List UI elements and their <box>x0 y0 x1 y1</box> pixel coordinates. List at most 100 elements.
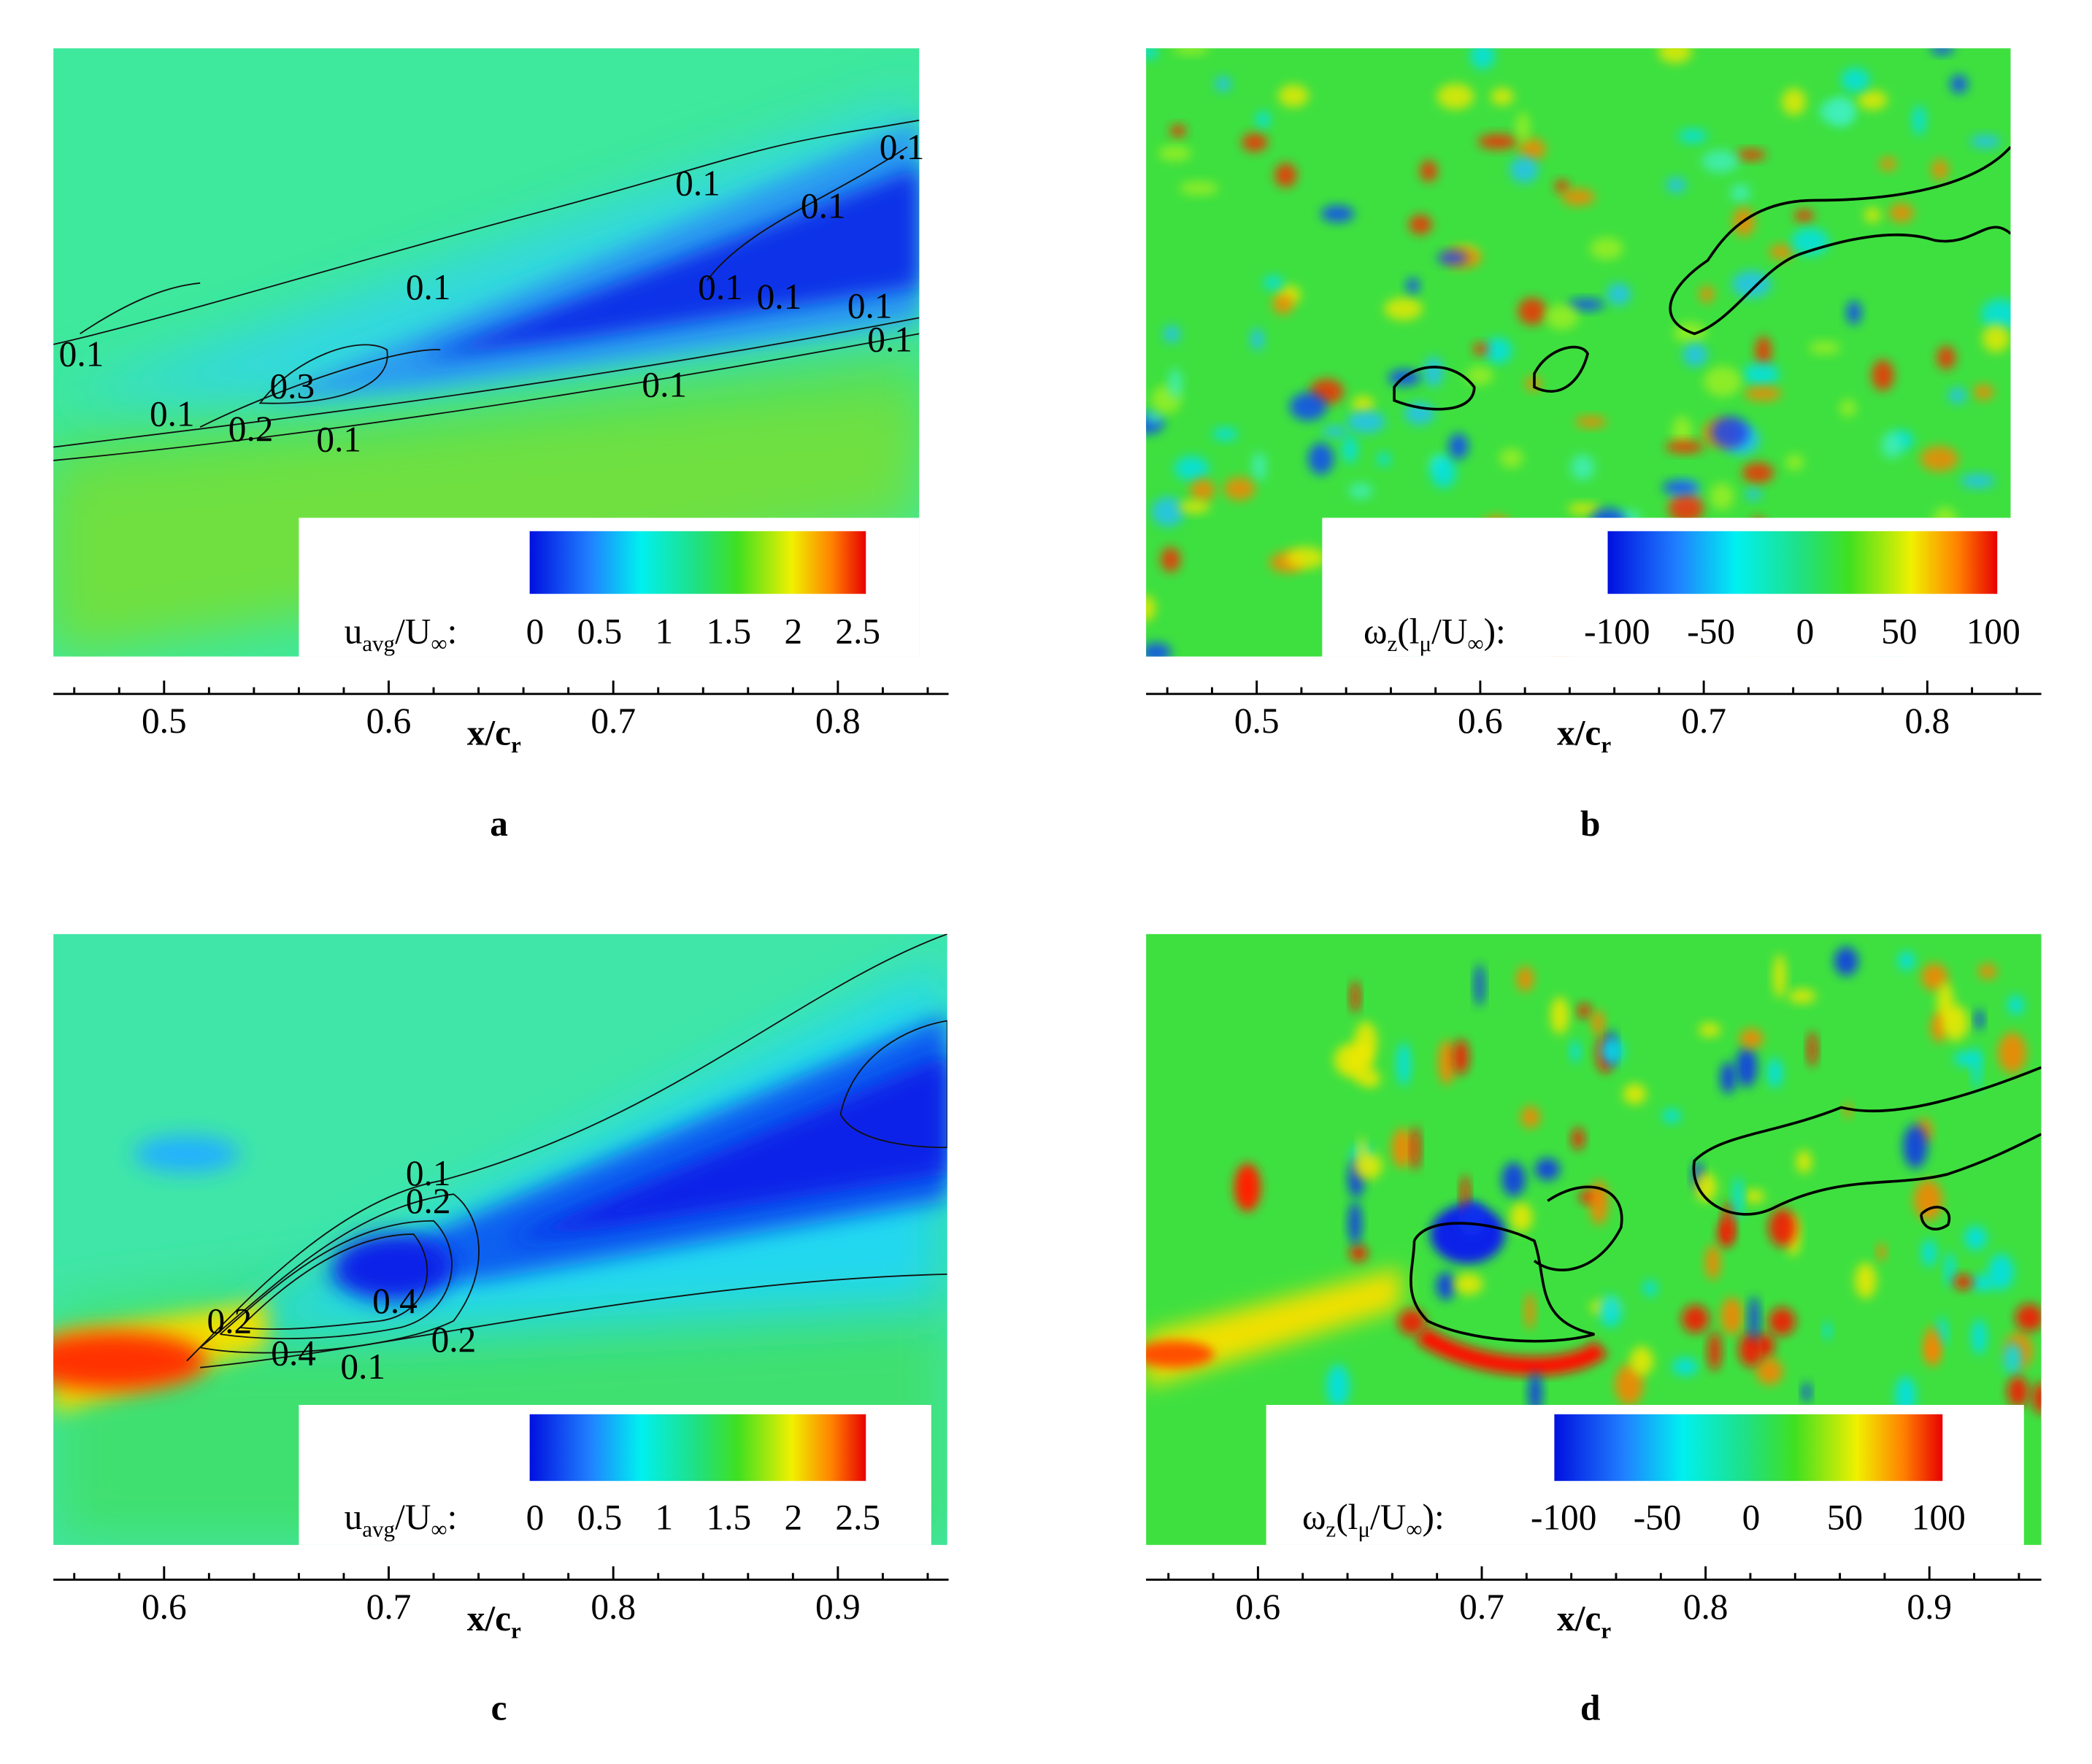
vortex-blob <box>1499 448 1524 469</box>
subscript: z <box>1388 631 1398 656</box>
contour-line <box>707 146 908 281</box>
x-axis-label: x/cr <box>1557 1598 1611 1643</box>
vortex-blob <box>1920 963 1948 991</box>
vortex-blob <box>1528 1372 1542 1414</box>
vortex-blob <box>1285 547 1326 569</box>
vortex-blob <box>1788 989 1816 1004</box>
vortex-blob <box>1151 496 1185 527</box>
x-tick-label: 0.6 <box>366 701 412 741</box>
vortex-blob <box>1348 482 1373 499</box>
vortex-blob <box>1550 996 1569 1035</box>
text-part: /U <box>1431 612 1467 652</box>
vortex-blob <box>1623 1083 1647 1105</box>
vortex-blob <box>1668 493 1704 523</box>
vortex-blob <box>2032 1382 2042 1414</box>
vortex-blob <box>1607 282 1631 306</box>
vortex-blob <box>1744 1190 1765 1203</box>
vortex-blob <box>1711 416 1750 449</box>
x-tick-label: 0.9 <box>815 1587 861 1627</box>
vortex-blob <box>1510 1202 1533 1232</box>
colorbar-tick-label: -50 <box>1634 1497 1682 1537</box>
x-tick-label: 0.8 <box>1683 1587 1728 1627</box>
vortex-blob <box>1146 48 1158 60</box>
subscript: r <box>1601 1618 1611 1644</box>
vortex-blob <box>1483 337 1512 364</box>
colorbar-label: uavg/U∞: <box>345 612 458 656</box>
vortex-blob <box>1589 1180 1609 1225</box>
vortex-blob <box>1272 294 1293 315</box>
vortex-blob <box>1843 1103 1853 1118</box>
vortex-blob <box>1924 1326 1939 1361</box>
vortex-blob <box>1172 48 1210 55</box>
contour-label: 0.1 <box>150 394 195 434</box>
vortex-blob <box>1841 68 1870 93</box>
vortex-blob <box>1212 427 1238 441</box>
colorbar-tick-label: 0 <box>526 1497 545 1537</box>
vortex-blob <box>1930 48 1955 55</box>
vortex-blob <box>1179 181 1219 196</box>
text-part: u <box>345 612 363 652</box>
vortex-blob <box>1510 156 1539 183</box>
contour-label: 0.4 <box>271 1333 316 1374</box>
text-part: x/c <box>1557 713 1601 753</box>
contour-line <box>1920 1206 1951 1230</box>
panel-label: b <box>1580 804 1600 844</box>
vortex-blob <box>1572 1128 1585 1150</box>
vortex-blob <box>1945 1252 1956 1287</box>
vortex-blob <box>1705 1244 1720 1280</box>
vortex-blob <box>2007 995 2024 1015</box>
contour-label: 0.1 <box>698 267 743 307</box>
vortex-blob <box>1477 134 1518 150</box>
vortex-blob <box>1950 74 1968 93</box>
contour-label: 0.2 <box>406 1181 451 1221</box>
panel-label: a <box>490 804 508 844</box>
colorbar-tick-label: 100 <box>1966 612 2020 652</box>
vortex-blob <box>1326 1364 1350 1408</box>
colorbar-tick-label: 2 <box>784 612 802 652</box>
colorbar-label: ωz(lμ/U∞): <box>1302 1497 1445 1541</box>
contour-label: 0.1 <box>847 286 893 326</box>
contour-label: 0.1 <box>757 277 802 317</box>
colorbar <box>1554 1414 1943 1482</box>
vortex-blob <box>1733 1176 1743 1219</box>
vortex-blob <box>1570 454 1595 481</box>
vortex-blob <box>1947 388 1967 404</box>
contour-label: 0.4 <box>372 1281 418 1321</box>
vortex-blob <box>1352 396 1374 415</box>
vortex-blob <box>1975 1009 1984 1030</box>
vortex-blob <box>1516 966 1534 992</box>
text-part: : <box>447 1497 458 1537</box>
vortex-blob <box>2007 1376 2029 1408</box>
subscript: μ <box>1358 1517 1370 1542</box>
vortex-blob <box>1174 455 1210 481</box>
vortex-blob <box>1678 129 1708 143</box>
vortex-blob <box>1599 1295 1623 1328</box>
colorbar-tick-label: 0.5 <box>577 612 623 652</box>
vortex-blob <box>1839 399 1857 417</box>
colorbar <box>529 531 866 594</box>
subscript: μ <box>1419 631 1431 656</box>
vortex-blob <box>1699 1022 1721 1037</box>
vortex-blob <box>1643 1280 1657 1297</box>
contour-line <box>186 933 947 1362</box>
vortex-blob <box>1518 297 1547 326</box>
vortex-blob <box>1736 1047 1758 1087</box>
subscript: ∞ <box>431 1517 447 1542</box>
text-part: x/c <box>467 713 511 753</box>
colorbar-tick-label: 2 <box>784 1497 802 1537</box>
vortex-blob <box>1972 1319 1987 1355</box>
vortex-blob <box>1755 336 1772 367</box>
vortex-blob <box>1931 158 1949 181</box>
x-tick-label: 0.9 <box>1907 1587 1952 1627</box>
vortex-blob <box>1163 325 1181 343</box>
vortex-blob <box>1855 1263 1877 1299</box>
vortex-blob <box>1629 1346 1653 1376</box>
subscript: r <box>511 732 521 758</box>
contour-line <box>1669 146 2011 336</box>
vortex-blob <box>1920 446 1959 472</box>
contour-line <box>80 282 201 335</box>
vortex-blob <box>1802 1382 1811 1403</box>
vortex-blob <box>1384 297 1423 320</box>
contour-line <box>200 1273 947 1368</box>
panel-label: d <box>1580 1688 1600 1728</box>
